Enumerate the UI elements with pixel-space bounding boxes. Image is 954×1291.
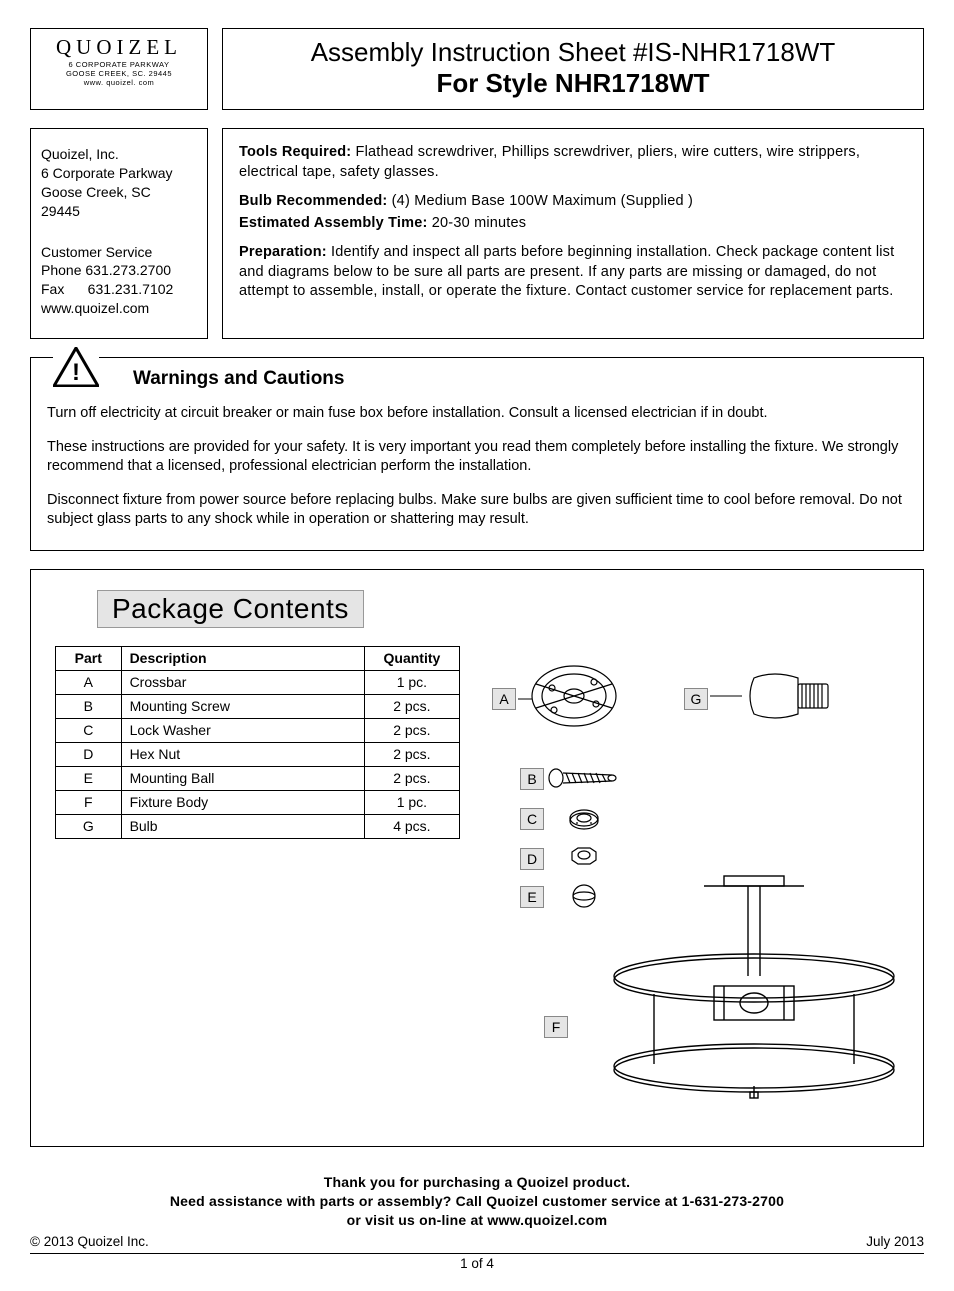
prep-line: Preparation: Identify and inspect all pa… bbox=[239, 243, 907, 302]
table-row: GBulb4 pcs. bbox=[56, 814, 460, 838]
title-box: Assembly Instruction Sheet #IS-NHR1718WT… bbox=[222, 28, 924, 110]
package-contents-body: Part Description Quantity ACrossbar1 pc.… bbox=[47, 646, 907, 1116]
style-title: For Style NHR1718WT bbox=[233, 68, 913, 99]
cs-label: Customer Service bbox=[41, 243, 197, 262]
warning-icon: ! bbox=[53, 347, 99, 387]
customer-service-block: Customer Service Phone 631.273.2700 Fax … bbox=[41, 243, 197, 319]
cell-desc: Mounting Ball bbox=[121, 766, 364, 790]
logo-box: QUOIZEL 6 CORPORATE PARKWAY GOOSE CREEK,… bbox=[30, 28, 208, 110]
cell-part: C bbox=[56, 718, 122, 742]
cs-fax: Fax 631.231.7102 bbox=[41, 280, 197, 299]
table-row: CLock Washer2 pcs. bbox=[56, 718, 460, 742]
time-text: 20-30 minutes bbox=[432, 215, 527, 231]
warnings-header: ! Warnings and Cautions bbox=[47, 368, 907, 390]
footer-visit: or visit us on-line at www.quoizel.com bbox=[30, 1211, 924, 1230]
bulb-text: (4) Medium Base 100W Maximum (Supplied ) bbox=[392, 193, 693, 209]
cell-qty: 2 pcs. bbox=[364, 718, 459, 742]
logo-addr-1: 6 CORPORATE PARKWAY bbox=[39, 60, 199, 69]
table-row: FFixture Body1 pc. bbox=[56, 790, 460, 814]
brand-name: QUOIZEL bbox=[39, 35, 199, 60]
footer-rule bbox=[30, 1253, 924, 1254]
package-contents-title: Package Contents bbox=[97, 590, 364, 628]
cell-desc: Lock Washer bbox=[121, 718, 364, 742]
warnings-title: Warnings and Cautions bbox=[133, 368, 344, 390]
address-box: Quoizel, Inc. 6 Corporate Parkway Goose … bbox=[30, 128, 208, 339]
parts-diagram: A G B C D E F bbox=[484, 646, 907, 1116]
footer-date: July 2013 bbox=[866, 1234, 924, 1249]
table-row: BMounting Screw2 pcs. bbox=[56, 694, 460, 718]
cell-qty: 4 pcs. bbox=[364, 814, 459, 838]
svg-text:!: ! bbox=[72, 359, 80, 386]
company-zip: 29445 bbox=[41, 202, 197, 221]
company-address: Quoizel, Inc. 6 Corporate Parkway Goose … bbox=[41, 145, 197, 221]
table-row: ACrossbar1 pc. bbox=[56, 670, 460, 694]
cell-qty: 2 pcs. bbox=[364, 766, 459, 790]
cell-qty: 2 pcs. bbox=[364, 742, 459, 766]
prep-label: Preparation: bbox=[239, 244, 331, 260]
diagram-svg bbox=[484, 646, 914, 1116]
footer-help: Need assistance with parts or assembly? … bbox=[30, 1192, 924, 1211]
cell-part: F bbox=[56, 790, 122, 814]
table-row: DHex Nut2 pcs. bbox=[56, 742, 460, 766]
parts-table: Part Description Quantity ACrossbar1 pc.… bbox=[55, 646, 460, 839]
info-box: Tools Required: Flathead screwdriver, Ph… bbox=[222, 128, 924, 339]
company-name: Quoizel, Inc. bbox=[41, 145, 197, 164]
cell-desc: Crossbar bbox=[121, 670, 364, 694]
bulb-label: Bulb Recommended: bbox=[239, 193, 392, 209]
copyright: © 2013 Quoizel Inc. bbox=[30, 1234, 149, 1249]
cell-qty: 1 pc. bbox=[364, 670, 459, 694]
cell-part: A bbox=[56, 670, 122, 694]
table-row: EMounting Ball2 pcs. bbox=[56, 766, 460, 790]
cell-desc: Fixture Body bbox=[121, 790, 364, 814]
time-label: Estimated Assembly Time: bbox=[239, 215, 432, 231]
page-number: 1 of 4 bbox=[30, 1256, 924, 1271]
warn-p3: Disconnect fixture from power source bef… bbox=[47, 491, 907, 530]
cell-desc: Bulb bbox=[121, 814, 364, 838]
cs-phone: Phone 631.273.2700 bbox=[41, 261, 197, 280]
second-row: Quoizel, Inc. 6 Corporate Parkway Goose … bbox=[30, 128, 924, 339]
warn-p2: These instructions are provided for your… bbox=[47, 438, 907, 477]
prep-text: Identify and inspect all parts before be… bbox=[239, 244, 894, 299]
package-contents-box: Package Contents Part Description Quanti… bbox=[30, 569, 924, 1147]
logo-web: www. quoizel. com bbox=[39, 78, 199, 87]
cell-part: G bbox=[56, 814, 122, 838]
cell-desc: Hex Nut bbox=[121, 742, 364, 766]
footer-thanks: Thank you for purchasing a Quoizel produ… bbox=[30, 1173, 924, 1192]
header-part: Part bbox=[56, 646, 122, 670]
sheet-title: Assembly Instruction Sheet #IS-NHR1718WT bbox=[233, 37, 913, 68]
logo-addr-2: GOOSE CREEK, SC. 29445 bbox=[39, 69, 199, 78]
warn-p1: Turn off electricity at circuit breaker … bbox=[47, 404, 907, 424]
company-street: 6 Corporate Parkway bbox=[41, 164, 197, 183]
cs-web: www.quoizel.com bbox=[41, 299, 197, 318]
warnings-body: Turn off electricity at circuit breaker … bbox=[47, 404, 907, 530]
time-line: Estimated Assembly Time: 20-30 minutes bbox=[239, 214, 907, 234]
cell-qty: 2 pcs. bbox=[364, 694, 459, 718]
cell-part: B bbox=[56, 694, 122, 718]
cell-qty: 1 pc. bbox=[364, 790, 459, 814]
cell-part: E bbox=[56, 766, 122, 790]
top-row: QUOIZEL 6 CORPORATE PARKWAY GOOSE CREEK,… bbox=[30, 28, 924, 110]
footer-text: Thank you for purchasing a Quoizel produ… bbox=[30, 1173, 924, 1230]
cell-part: D bbox=[56, 742, 122, 766]
header-desc: Description bbox=[121, 646, 364, 670]
bottom-row: © 2013 Quoizel Inc. July 2013 bbox=[30, 1234, 924, 1249]
tools-line: Tools Required: Flathead screwdriver, Ph… bbox=[239, 143, 907, 182]
warnings-box: ! Warnings and Cautions Turn off electri… bbox=[30, 357, 924, 551]
table-header-row: Part Description Quantity bbox=[56, 646, 460, 670]
page: QUOIZEL 6 CORPORATE PARKWAY GOOSE CREEK,… bbox=[0, 0, 954, 1291]
cell-desc: Mounting Screw bbox=[121, 694, 364, 718]
tools-label: Tools Required: bbox=[239, 144, 356, 160]
company-city: Goose Creek, SC bbox=[41, 183, 197, 202]
bulb-line: Bulb Recommended: (4) Medium Base 100W M… bbox=[239, 192, 907, 212]
header-qty: Quantity bbox=[364, 646, 459, 670]
